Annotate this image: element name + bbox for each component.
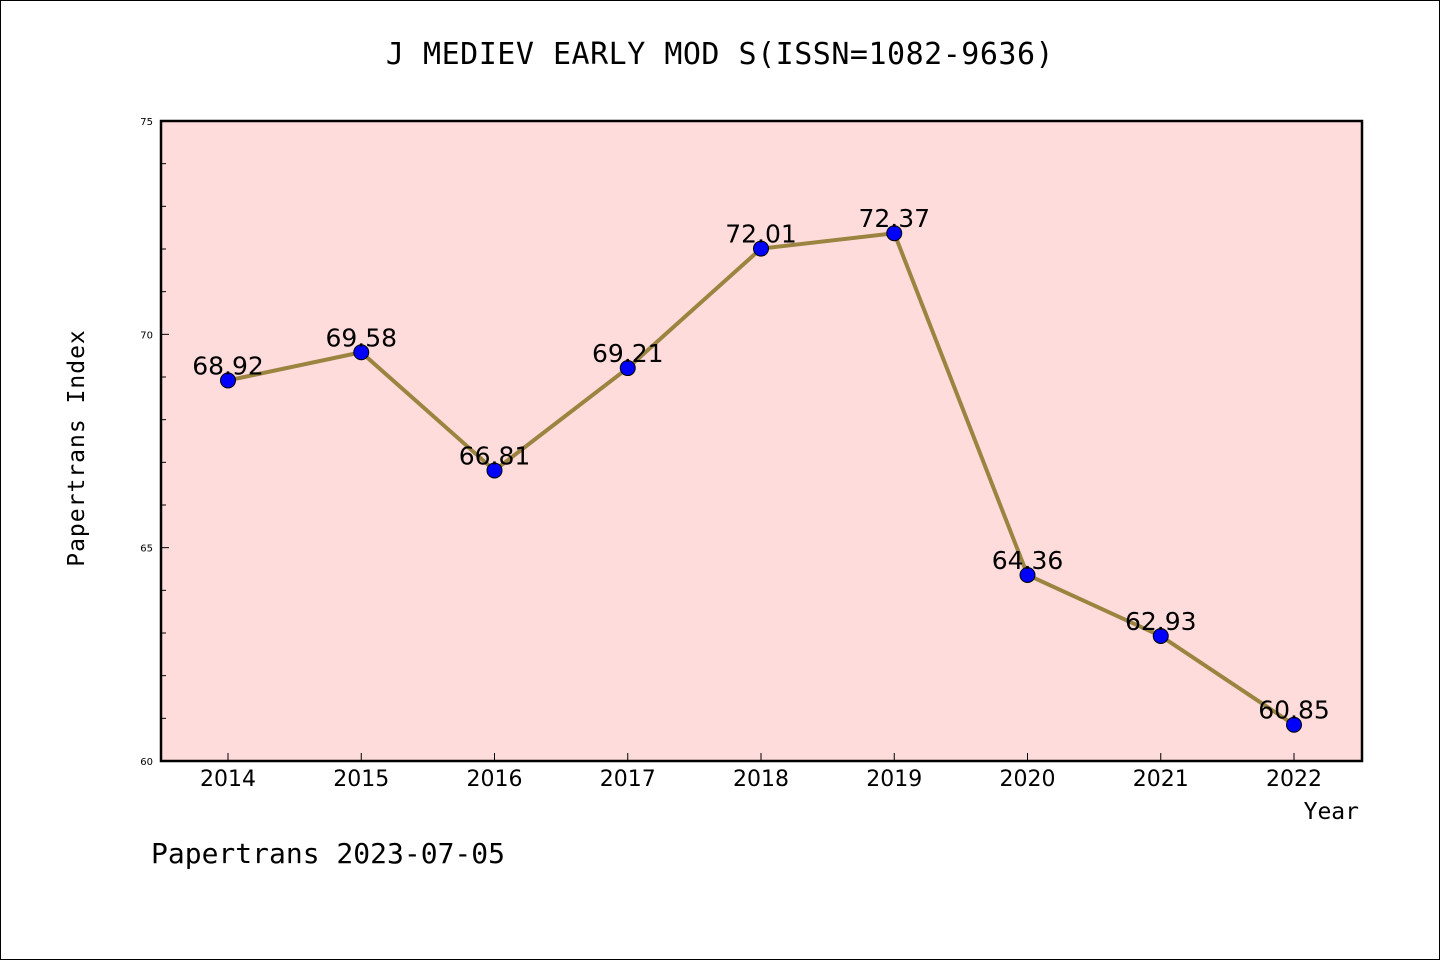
x-tick-label: 2019 [866, 767, 922, 792]
x-tick-label: 2015 [333, 767, 389, 792]
y-tick-label: 75 [140, 117, 153, 128]
data-label: 60.85 [1258, 696, 1330, 725]
data-point [1019, 566, 1036, 583]
y-tick-label: 70 [140, 330, 153, 341]
plot-area [161, 121, 1362, 761]
chart-title: J MEDIEV EARLY MOD S(ISSN=1082-9636) [385, 37, 1055, 72]
data-point [1152, 627, 1169, 644]
x-axis: 2014 2015 2016 2017 2018 2019 2020 2021 2022 [200, 753, 1322, 792]
x-tick-label: 2018 [733, 767, 789, 792]
data-label: 72.01 [725, 220, 797, 249]
data-label: 72.37 [858, 204, 930, 233]
x-tick-label: 2022 [1266, 767, 1322, 792]
data-point [353, 344, 370, 361]
data-point [486, 462, 503, 479]
data-label: 68.92 [192, 351, 264, 380]
data-label: 64.36 [992, 546, 1064, 575]
plot-border [159, 119, 1364, 763]
x-tick-label: 2016 [467, 767, 523, 792]
x-tick-label: 2021 [1133, 767, 1189, 792]
x-axis-label: Year [1303, 799, 1359, 825]
data-point [1286, 716, 1302, 733]
data-label: 62.93 [1125, 607, 1197, 636]
data-label: 69.21 [592, 339, 664, 368]
data-point [753, 240, 769, 257]
y-tick-label: 60 [140, 757, 153, 768]
data-labels: 68.92 69.58 66.81 69.21 72.01 72.37 64.36 62.93… [192, 204, 1330, 725]
x-tick-label: 2020 [1000, 767, 1056, 792]
x-tick-label: 2017 [600, 767, 656, 792]
data-label: 66.81 [459, 441, 531, 470]
data-point [886, 225, 903, 242]
data-point [220, 372, 236, 389]
data-point [619, 360, 636, 377]
y-tick-label: 65 [140, 544, 153, 555]
data-label: 69.58 [325, 323, 397, 352]
x-tick-label: 2014 [200, 767, 256, 792]
footer-text: Papertrans 2023-07-05 [151, 837, 506, 870]
data-points [220, 225, 1302, 733]
